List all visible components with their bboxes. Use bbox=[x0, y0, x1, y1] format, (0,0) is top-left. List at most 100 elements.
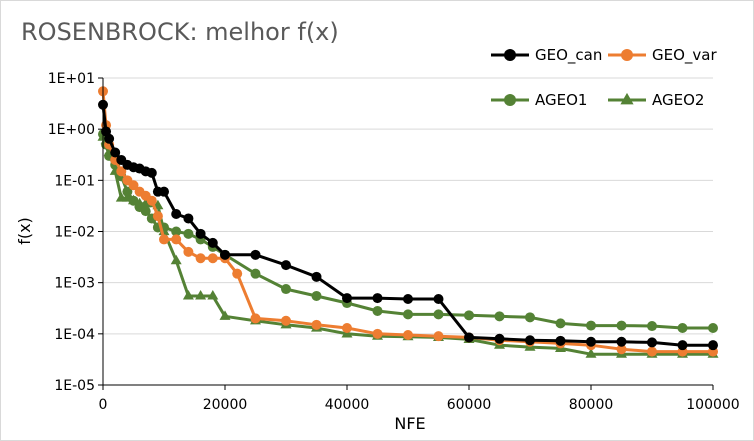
data-point bbox=[555, 335, 566, 346]
data-point bbox=[647, 337, 657, 348]
data-point bbox=[122, 186, 133, 197]
data-point bbox=[232, 268, 243, 279]
data-point bbox=[128, 194, 139, 205]
legend-label: AGEO2 bbox=[652, 91, 704, 109]
data-point bbox=[171, 234, 182, 245]
data-point bbox=[250, 313, 261, 324]
y-tick-label: 1E-03 bbox=[54, 276, 95, 292]
data-point bbox=[311, 319, 322, 330]
data-point bbox=[403, 293, 413, 304]
data-point bbox=[183, 246, 194, 257]
data-point bbox=[219, 310, 231, 320]
data-point bbox=[525, 312, 535, 323]
legend-marker bbox=[620, 92, 634, 105]
data-point bbox=[647, 346, 657, 357]
data-point bbox=[372, 328, 383, 339]
data-point bbox=[171, 208, 182, 219]
data-point bbox=[121, 192, 133, 202]
chart-title: ROSENBROCK: melhor f(x) bbox=[21, 18, 339, 46]
data-point bbox=[616, 336, 627, 347]
y-tick-label: 1E-01 bbox=[54, 173, 95, 189]
legend-item-geo-can: GEO_can bbox=[491, 46, 602, 65]
data-point bbox=[708, 323, 718, 334]
legend-label: GEO_var bbox=[652, 46, 717, 65]
data-point bbox=[494, 311, 505, 322]
data-point bbox=[525, 335, 535, 346]
data-point bbox=[342, 323, 352, 334]
data-point bbox=[220, 249, 230, 260]
series-line bbox=[101, 104, 713, 347]
data-point bbox=[159, 186, 169, 197]
data-point bbox=[494, 333, 505, 344]
data-point bbox=[342, 293, 352, 304]
data-point bbox=[183, 228, 194, 239]
x-tick-label: 80000 bbox=[569, 397, 614, 413]
series-geo-can bbox=[98, 99, 718, 351]
data-point bbox=[677, 340, 688, 351]
data-point bbox=[464, 310, 474, 321]
legend-layer: GEO_can GEO_var AGEO1 AGEO2 bbox=[491, 46, 717, 109]
data-point bbox=[555, 318, 566, 329]
x-tick-label: 100000 bbox=[686, 397, 739, 413]
data-point bbox=[183, 213, 194, 224]
series-layer bbox=[97, 86, 719, 358]
data-point bbox=[171, 226, 182, 237]
data-point bbox=[159, 234, 169, 245]
data-point bbox=[182, 290, 194, 300]
x-tick-label: 60000 bbox=[447, 397, 492, 413]
data-point bbox=[586, 336, 596, 347]
data-point bbox=[146, 195, 157, 206]
data-point bbox=[195, 253, 206, 264]
legend-item-ageo1: AGEO1 bbox=[491, 91, 587, 109]
data-point bbox=[104, 133, 115, 144]
data-point bbox=[207, 253, 218, 264]
data-point bbox=[311, 290, 322, 301]
legend-label: AGEO1 bbox=[535, 91, 587, 109]
data-point bbox=[250, 268, 261, 279]
data-point bbox=[647, 321, 657, 332]
data-point bbox=[403, 309, 413, 320]
data-point bbox=[708, 340, 718, 351]
data-point bbox=[677, 323, 688, 334]
legend-item-ageo2: AGEO2 bbox=[608, 91, 704, 109]
data-point bbox=[433, 293, 444, 304]
x-tick-label: 0 bbox=[99, 397, 108, 413]
legend-label: GEO_can bbox=[535, 46, 602, 65]
data-point bbox=[110, 147, 121, 158]
legend-marker bbox=[504, 94, 516, 106]
data-point bbox=[372, 305, 383, 316]
data-point bbox=[616, 344, 627, 355]
data-point bbox=[464, 332, 474, 343]
y-tick-label: 1E-04 bbox=[54, 327, 95, 343]
data-point bbox=[433, 331, 444, 342]
x-tick-label: 20000 bbox=[203, 397, 248, 413]
data-point bbox=[170, 254, 182, 265]
y-tick-label: 1E-05 bbox=[54, 378, 95, 394]
data-point bbox=[152, 211, 163, 222]
data-point bbox=[128, 180, 139, 191]
data-point bbox=[586, 320, 596, 331]
data-point bbox=[281, 284, 291, 295]
x-tick-label: 40000 bbox=[325, 397, 370, 413]
axis-layer: 1E-05 1E-04 1E-03 1E-02 1E-01 1E+00 1E+01 0 2000… bbox=[48, 71, 740, 413]
data-point bbox=[585, 348, 597, 358]
data-point bbox=[311, 271, 322, 282]
data-point bbox=[207, 290, 219, 300]
data-point bbox=[116, 166, 127, 177]
x-axis-label: NFE bbox=[394, 414, 425, 433]
data-point bbox=[433, 309, 444, 320]
data-point bbox=[140, 206, 151, 217]
data-point bbox=[207, 237, 218, 248]
legend-marker bbox=[621, 49, 633, 61]
y-tick-label: 1E+01 bbox=[48, 71, 95, 87]
y-tick-label: 1E-02 bbox=[54, 225, 95, 241]
data-point bbox=[281, 315, 291, 326]
data-point bbox=[372, 293, 383, 304]
legend-marker bbox=[504, 49, 516, 61]
data-point bbox=[195, 290, 207, 300]
data-point bbox=[195, 228, 206, 239]
y-tick-label: 1E+00 bbox=[48, 122, 95, 138]
data-point bbox=[616, 320, 627, 331]
